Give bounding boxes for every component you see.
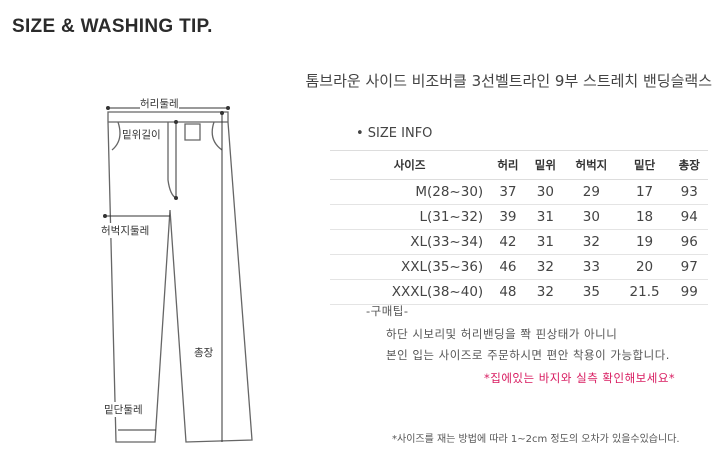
- table-header-row: 사이즈 허리 밑위 허벅지 밑단 총장: [330, 150, 708, 180]
- table-cell: 99: [670, 279, 708, 305]
- header-length: 총장: [670, 150, 708, 180]
- length-label: 총장: [194, 345, 214, 360]
- table-row: L(31~32) 39 31 30 18 94: [330, 204, 708, 230]
- header-size: 사이즈: [330, 150, 490, 180]
- table-cell: 32: [526, 279, 565, 305]
- product-name: 톰브라운 사이드 비조버클 3선벨트라인 9부 스트레치 밴딩슬랙스: [305, 72, 713, 90]
- tip-line-1: 하단 시보리및 허리밴딩을 쫙 핀상태가 아니니: [386, 327, 618, 341]
- coin-pocket: [184, 123, 201, 141]
- table-cell: 17: [618, 179, 671, 205]
- table-cell: L(31~32): [330, 204, 490, 230]
- table-cell: XXL(35~36): [330, 254, 490, 280]
- pants-outline: [107, 111, 253, 443]
- table-cell: 20: [618, 254, 671, 280]
- footnote: *사이즈를 재는 방법에 따라 1~2cm 정도의 오차가 있을수있습니다.: [392, 434, 680, 445]
- table-row: XL(33~34) 42 31 32 19 96: [330, 229, 708, 255]
- table-cell: 32: [564, 229, 619, 255]
- table-cell: 29: [564, 179, 619, 205]
- fly: [167, 122, 177, 199]
- table-cell: 30: [526, 179, 565, 205]
- size-info-heading: • SIZE INFO: [356, 126, 433, 141]
- tip-highlight: *집에있는 바지와 실측 확인해보세요*: [484, 371, 676, 385]
- table-cell: 39: [489, 204, 527, 230]
- table-cell: 35: [564, 279, 619, 305]
- table-cell: 94: [670, 204, 708, 230]
- table-cell: 32: [526, 254, 565, 280]
- table-cell: 97: [670, 254, 708, 280]
- hem-label: 밑단둘레: [104, 402, 143, 417]
- table-cell: 37: [489, 179, 527, 205]
- table-cell: 31: [526, 229, 565, 255]
- header-waist: 허리: [489, 150, 527, 180]
- header-hem: 밑단: [618, 150, 671, 180]
- header-rise: 밑위: [526, 150, 565, 180]
- tip-heading: -구매팁-: [366, 304, 409, 318]
- page-title: SIZE & WASHING TIP.: [12, 16, 213, 37]
- waist-label: 허리둘레: [140, 96, 179, 111]
- table-row: M(28~30) 37 30 29 17 93: [330, 179, 708, 205]
- pocket: [111, 121, 121, 151]
- header-thigh: 허벅지: [564, 150, 619, 180]
- table-cell: 93: [670, 179, 708, 205]
- table-cell: XL(33~34): [330, 229, 490, 255]
- table-cell: 96: [670, 229, 708, 255]
- table-cell: 48: [489, 279, 527, 305]
- size-table: 사이즈 허리 밑위 허벅지 밑단 총장 M(28~30) 37 30 29 17 93 L(…: [330, 150, 708, 305]
- table-cell: 42: [489, 229, 527, 255]
- tip-line-2: 본인 입는 사이즈로 주문하시면 편안 착용이 가능합니다.: [386, 348, 670, 362]
- table-row: XXL(35~36) 46 32 33 20 97: [330, 254, 708, 280]
- table-cell: M(28~30): [330, 179, 490, 205]
- table-cell: 19: [618, 229, 671, 255]
- table-cell: 21.5: [618, 279, 671, 305]
- pants-diagram: [103, 106, 253, 443]
- table-row: XXXL(38~40) 48 32 35 21.5 99: [330, 279, 708, 305]
- table-cell: XXXL(38~40): [330, 279, 490, 305]
- table-cell: 33: [564, 254, 619, 280]
- pocket: [211, 121, 223, 151]
- table-cell: 46: [489, 254, 527, 280]
- rise-label: 밑위길이: [122, 127, 161, 142]
- table-cell: 31: [526, 204, 565, 230]
- thigh-label: 허벅지둘레: [101, 223, 150, 238]
- table-cell: 18: [618, 204, 671, 230]
- table-cell: 30: [564, 204, 619, 230]
